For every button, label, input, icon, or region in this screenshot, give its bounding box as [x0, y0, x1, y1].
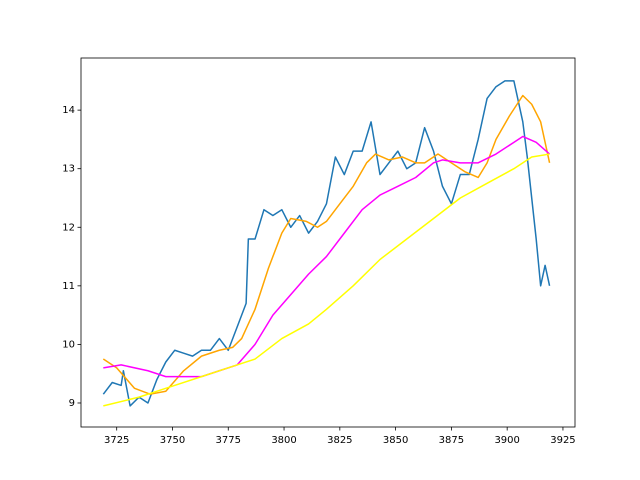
x-tick-label: 3775	[216, 435, 241, 446]
y-tick-label: 13	[62, 164, 75, 175]
y-tick-label: 9	[69, 398, 75, 409]
x-tick-label: 3825	[327, 435, 352, 446]
axes-frame	[80, 57, 576, 428]
x-tick-label: 3925	[550, 435, 575, 446]
x-tick-label: 3800	[271, 435, 296, 446]
x-tick-label: 3900	[494, 435, 519, 446]
x-tick-label: 3875	[439, 435, 464, 446]
y-tick-label: 10	[62, 339, 75, 350]
y-tick-label: 12	[62, 222, 75, 233]
x-tick-label: 3725	[104, 435, 129, 446]
y-tick-label: 14	[62, 105, 75, 116]
x-tick-label: 3850	[383, 435, 408, 446]
data-line	[102, 94, 551, 395]
x-tick-label: 3750	[160, 435, 185, 446]
y-tick-label: 11	[62, 281, 75, 292]
data-line	[103, 153, 550, 407]
data-line	[102, 80, 551, 407]
